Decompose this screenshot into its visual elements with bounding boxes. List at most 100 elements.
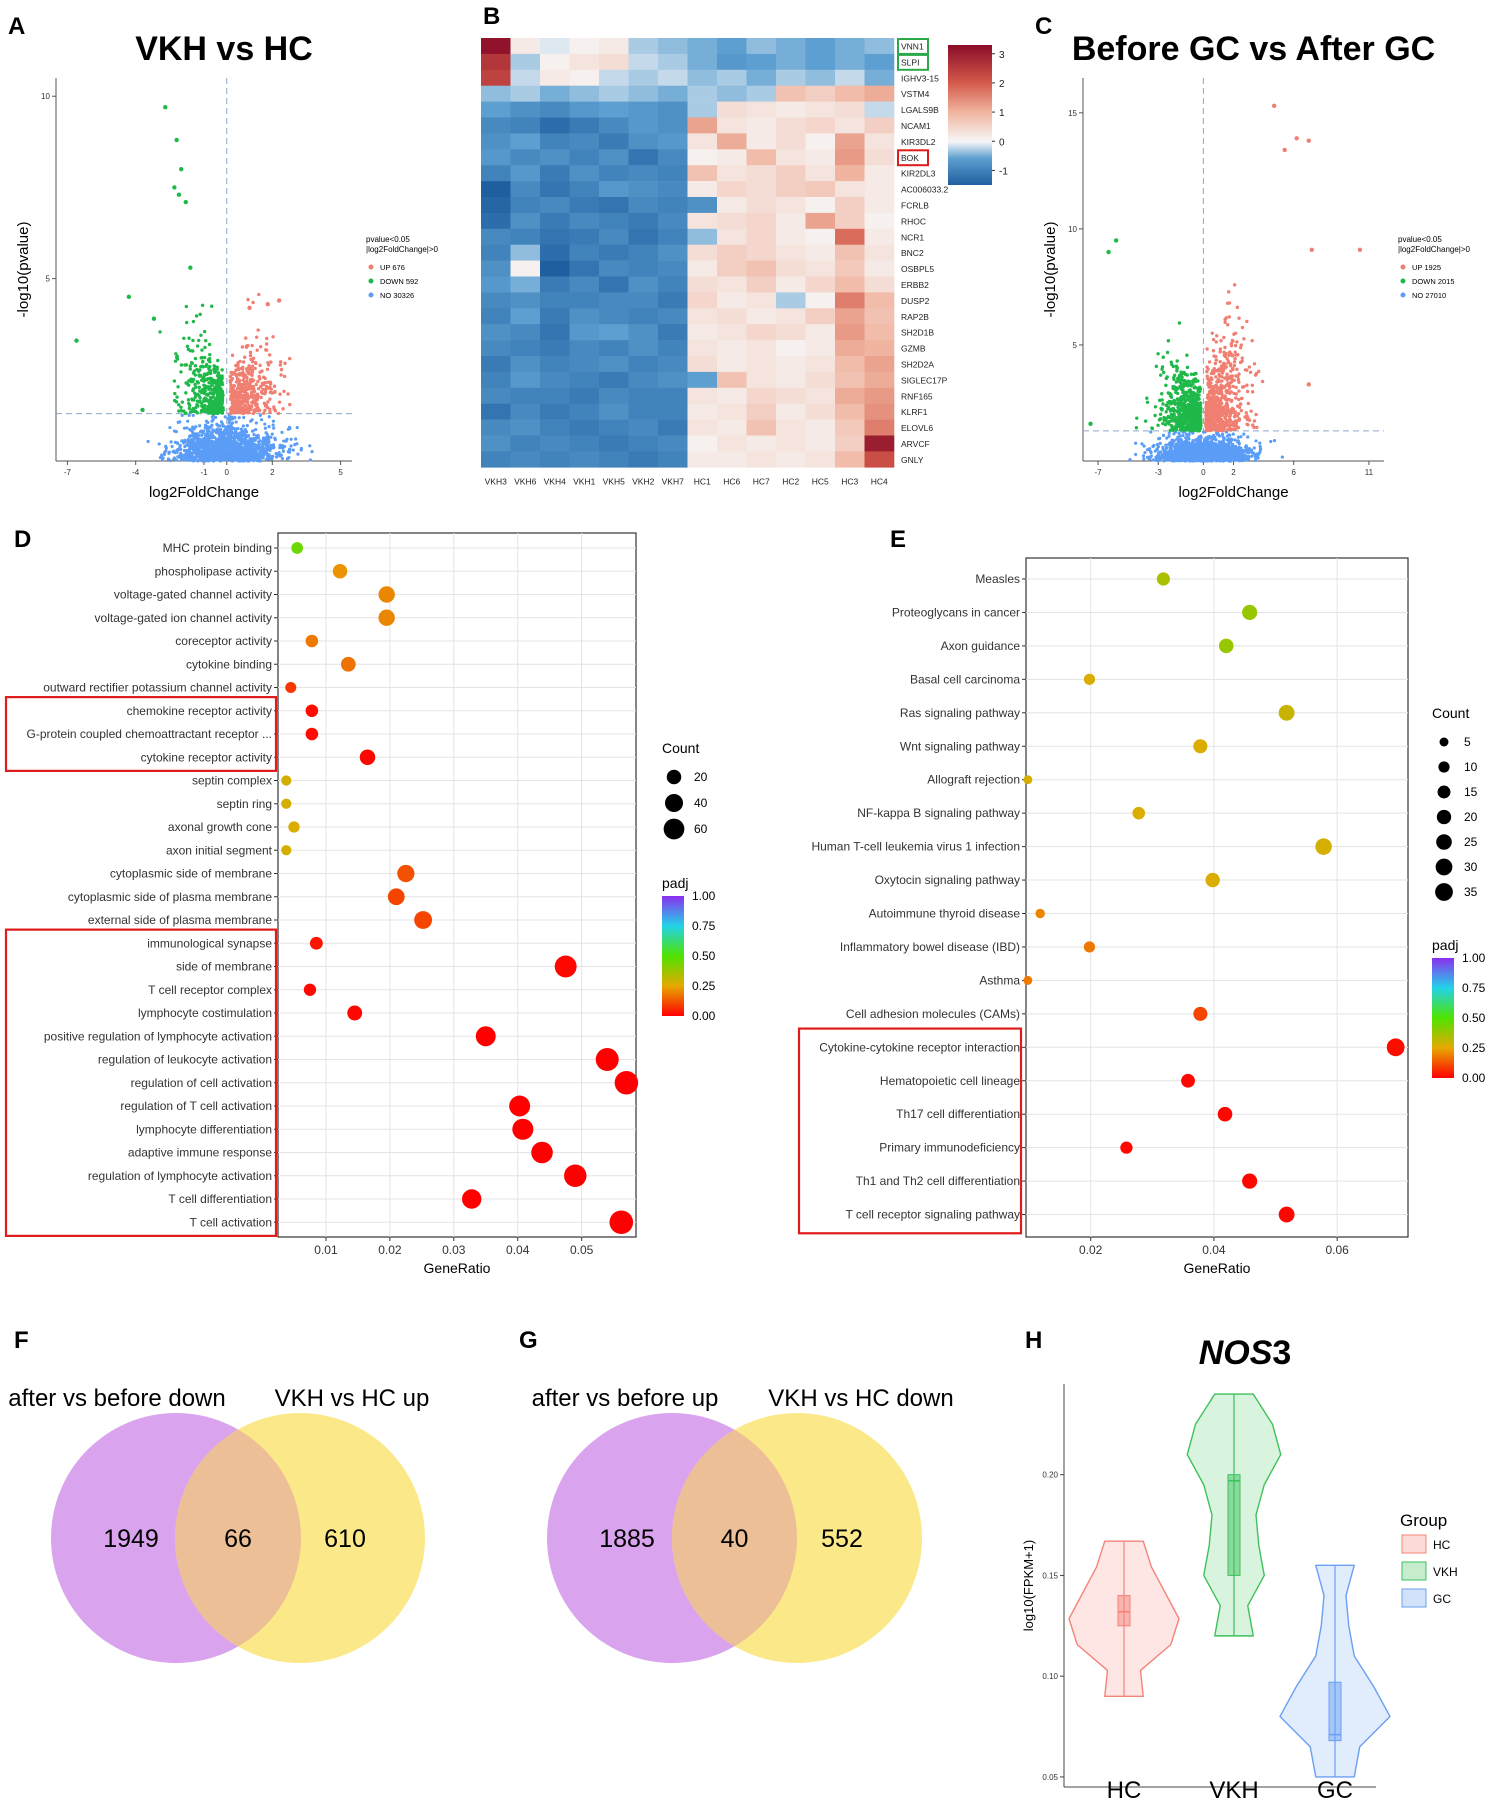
point-not-significant <box>230 451 234 455</box>
point-not-significant <box>1172 432 1176 436</box>
point-not-significant <box>289 437 293 441</box>
point-not-significant <box>1171 459 1175 463</box>
point-not-significant <box>226 456 230 460</box>
heatmap-cell <box>628 435 659 452</box>
heatmap-cell <box>540 197 570 214</box>
y-axis-label: -log10(pvalue) <box>1042 222 1059 318</box>
heatmap-cell <box>540 292 570 309</box>
point-up <box>1214 375 1218 379</box>
heatmap-cell <box>687 371 718 389</box>
point-not-significant <box>200 444 204 448</box>
point-down <box>177 409 181 413</box>
point-up <box>1223 394 1227 398</box>
point-not-significant <box>212 429 216 433</box>
row-label: FCRLB <box>901 200 929 210</box>
heatmap-cell <box>835 260 865 277</box>
heatmap-cell <box>599 260 629 277</box>
point-not-significant <box>210 448 215 452</box>
heatmap-cell <box>776 276 806 293</box>
point-up <box>259 384 263 389</box>
heatmap-cell <box>864 117 895 134</box>
point-not-significant <box>1202 442 1206 446</box>
point-up <box>1230 398 1234 403</box>
point-up <box>1234 392 1238 396</box>
heatmap-cell <box>569 228 600 245</box>
point-down <box>175 357 180 361</box>
point-not-significant <box>1183 455 1187 459</box>
point-not-significant <box>262 442 266 446</box>
row-label: DUSP2 <box>901 296 930 306</box>
point-up <box>250 373 254 377</box>
point-not-significant <box>196 459 200 463</box>
heatmap-cell <box>569 276 600 293</box>
point-up <box>1230 427 1235 431</box>
point-up <box>241 370 245 375</box>
point-not-significant <box>1272 438 1277 443</box>
point-not-significant <box>174 430 178 434</box>
point-not-significant <box>293 443 297 447</box>
heatmap-cell <box>599 356 629 373</box>
point-up <box>266 363 271 367</box>
point-up <box>1255 425 1259 430</box>
y-tick-label: 10 <box>41 92 50 101</box>
heatmap-cell <box>658 387 688 404</box>
point-not-significant <box>264 431 268 435</box>
point-not-significant <box>1155 447 1159 451</box>
point-down <box>186 398 191 402</box>
point-not-significant <box>271 423 275 427</box>
heatmap-cell <box>687 212 718 230</box>
point-down <box>204 362 209 367</box>
column-label: HC1 <box>694 476 711 486</box>
heatmap-cell <box>687 387 718 404</box>
point-not-significant <box>1161 454 1166 458</box>
heatmap-cell <box>658 356 688 373</box>
heatmap-cell <box>658 276 688 293</box>
point-down <box>187 401 191 406</box>
heatmap-cell <box>717 451 747 468</box>
heatmap-cell <box>481 371 511 389</box>
point-down <box>209 408 213 412</box>
point-not-significant <box>203 443 207 447</box>
point-down <box>177 403 181 407</box>
x-tick-label: 2 <box>1231 468 1236 477</box>
point-not-significant <box>1246 447 1250 451</box>
point-up <box>1230 410 1234 414</box>
point-up <box>236 361 240 365</box>
point-up <box>1214 358 1218 362</box>
heatmap-cell <box>746 181 777 198</box>
point-not-significant <box>237 416 241 420</box>
heatmap-cell <box>687 276 718 293</box>
point-not-significant <box>233 430 237 435</box>
point-not-significant <box>280 430 284 434</box>
point-up <box>1218 387 1222 392</box>
point-up <box>1208 407 1213 411</box>
point-up <box>254 382 258 387</box>
heatmap-cell <box>540 371 570 389</box>
row-label: ELOVL6 <box>901 423 933 433</box>
point-not-significant <box>1186 451 1190 455</box>
point-not-significant <box>235 457 240 461</box>
heatmap-cell <box>746 276 777 293</box>
heatmap-cell <box>835 324 865 341</box>
point-up <box>246 343 250 348</box>
heatmap-cell <box>717 228 747 245</box>
point-up <box>233 403 238 408</box>
point-up <box>1215 386 1219 390</box>
point-up <box>250 370 255 374</box>
point-not-significant <box>1179 438 1183 442</box>
heatmap-cell <box>658 165 688 182</box>
point-down <box>140 407 145 413</box>
heatmap-cell <box>805 149 836 166</box>
point-down <box>179 370 183 374</box>
row-label: NCAM1 <box>901 121 931 131</box>
point-not-significant <box>192 436 196 440</box>
point-up <box>259 395 263 400</box>
point-down <box>200 348 204 352</box>
point-not-significant <box>171 450 175 454</box>
heatmap-cell <box>776 244 806 261</box>
point-up <box>265 336 269 341</box>
heatmap-cell <box>658 308 688 325</box>
heatmap-cell <box>628 324 659 341</box>
point-down <box>175 395 179 399</box>
row-label: OSBPL5 <box>901 264 934 274</box>
